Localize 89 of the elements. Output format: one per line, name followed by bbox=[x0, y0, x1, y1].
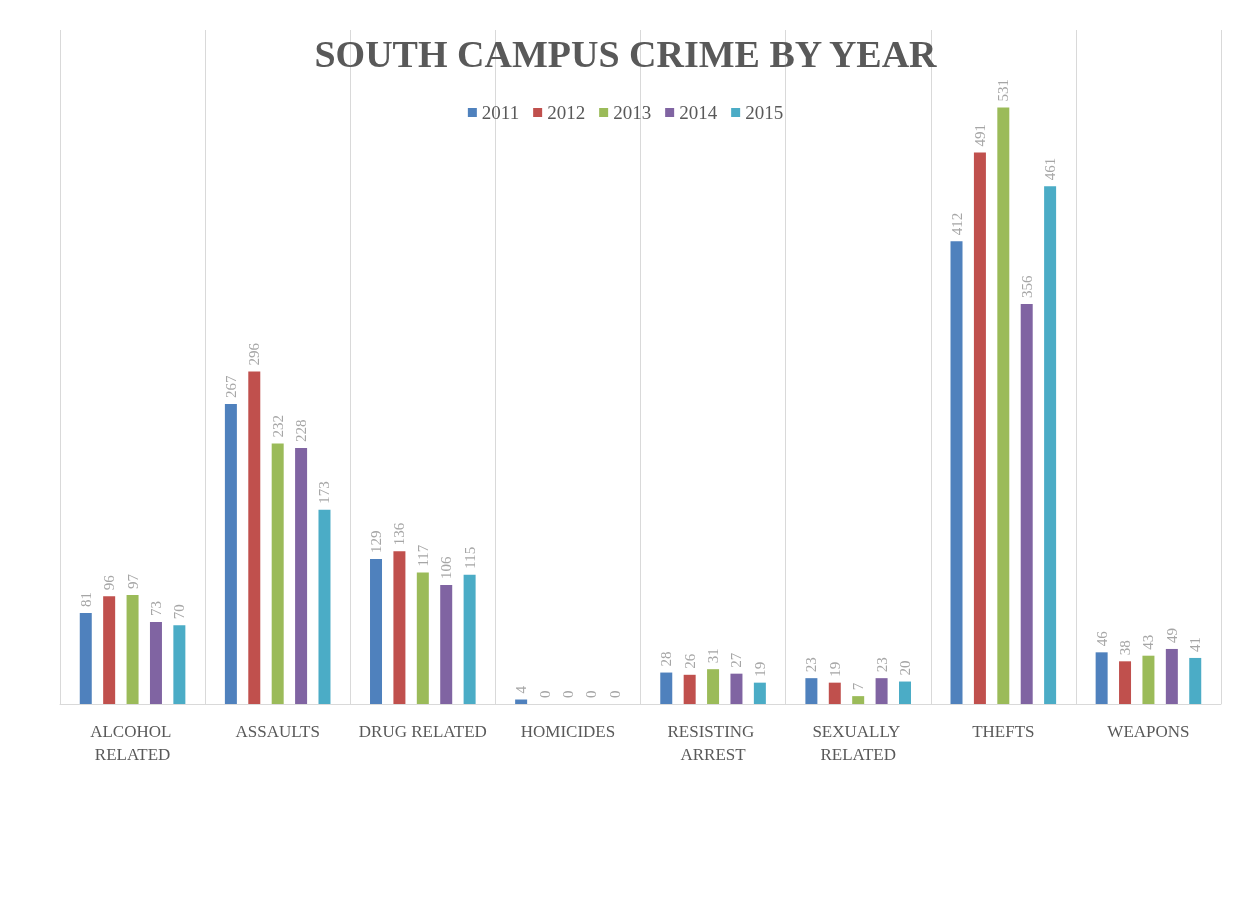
data-label: 173 bbox=[316, 481, 333, 504]
data-label: 23 bbox=[803, 657, 820, 673]
bar bbox=[103, 596, 116, 704]
data-label: 106 bbox=[438, 555, 455, 579]
bar bbox=[753, 682, 766, 704]
data-label: 43 bbox=[1140, 634, 1157, 650]
bar bbox=[1095, 652, 1108, 704]
legend-label: 2011 bbox=[481, 102, 520, 123]
bar bbox=[707, 669, 720, 704]
x-tick-label: RESISTING ARREST bbox=[667, 722, 759, 764]
bar bbox=[126, 595, 139, 704]
data-label: 19 bbox=[751, 661, 768, 677]
data-label: 27 bbox=[728, 652, 745, 668]
data-label: 117 bbox=[414, 544, 431, 567]
bar bbox=[1119, 661, 1132, 704]
bar bbox=[1142, 655, 1155, 704]
bar bbox=[805, 678, 818, 704]
bar bbox=[1189, 657, 1202, 704]
bar bbox=[828, 682, 841, 704]
data-label: 296 bbox=[246, 342, 263, 366]
data-label: 19 bbox=[826, 661, 843, 677]
data-label: 232 bbox=[269, 414, 286, 438]
data-label: 531 bbox=[995, 79, 1012, 102]
bar bbox=[973, 152, 986, 704]
bar bbox=[730, 673, 743, 704]
data-label: 115 bbox=[461, 546, 478, 569]
data-label: 0 bbox=[536, 690, 553, 698]
data-label: 26 bbox=[681, 653, 698, 669]
data-label: 81 bbox=[77, 592, 94, 608]
data-label: 96 bbox=[101, 574, 118, 591]
data-label: 0 bbox=[606, 690, 623, 698]
data-label: 136 bbox=[391, 522, 408, 546]
data-label: 4 bbox=[513, 685, 530, 694]
bar bbox=[852, 696, 865, 704]
bar bbox=[149, 622, 162, 704]
bar bbox=[898, 681, 911, 704]
data-label: 129 bbox=[368, 530, 385, 554]
data-label: 356 bbox=[1018, 275, 1035, 299]
data-label: 461 bbox=[1042, 157, 1059, 181]
data-label: 228 bbox=[293, 419, 310, 442]
x-tick-label: THEFTS bbox=[972, 722, 1035, 741]
bar bbox=[950, 241, 963, 704]
data-label: 0 bbox=[559, 690, 576, 698]
bar bbox=[224, 404, 237, 704]
data-label: 70 bbox=[171, 604, 188, 620]
x-tick-label: ASSAULTS bbox=[235, 722, 320, 741]
x-tick-label: DRUG RELATED bbox=[358, 722, 487, 741]
data-label: 41 bbox=[1187, 636, 1204, 652]
data-label: 46 bbox=[1093, 630, 1110, 647]
bar bbox=[370, 559, 383, 704]
bar bbox=[1044, 186, 1057, 704]
legend-label: 2014 bbox=[679, 102, 718, 123]
bar bbox=[318, 509, 331, 704]
data-label: 73 bbox=[147, 601, 164, 616]
bar bbox=[997, 107, 1010, 704]
data-label: 31 bbox=[705, 648, 722, 664]
data-label: 7 bbox=[850, 682, 867, 691]
data-label: 23 bbox=[873, 657, 890, 673]
bar bbox=[1165, 648, 1178, 704]
data-label: 49 bbox=[1163, 627, 1180, 643]
legend-label: 2015 bbox=[745, 102, 784, 123]
chart-title: SOUTH CAMPUS CRIME BY YEAR bbox=[314, 33, 938, 75]
legend-label: 2012 bbox=[547, 102, 586, 123]
bar bbox=[248, 371, 261, 704]
bar bbox=[660, 672, 673, 704]
bar bbox=[271, 443, 284, 704]
data-label: 97 bbox=[124, 573, 141, 590]
bar bbox=[440, 584, 453, 704]
data-label: 267 bbox=[222, 375, 239, 399]
bar bbox=[683, 674, 696, 704]
legend-label: 2013 bbox=[613, 102, 652, 123]
data-label: 412 bbox=[948, 212, 965, 236]
bar bbox=[416, 572, 429, 704]
bar bbox=[173, 625, 186, 704]
bar bbox=[393, 551, 406, 704]
bar bbox=[79, 613, 92, 704]
data-label: 38 bbox=[1117, 640, 1134, 656]
x-tick-label: ALCOHOL RELATED bbox=[90, 722, 175, 764]
data-label: 0 bbox=[583, 690, 600, 698]
data-label: 20 bbox=[896, 660, 913, 676]
x-tick-label: SEXUALLY RELATED bbox=[812, 722, 905, 764]
data-label: 28 bbox=[658, 651, 675, 667]
bar bbox=[1020, 304, 1033, 704]
bar bbox=[875, 678, 888, 704]
x-tick-label: HOMICIDES bbox=[520, 722, 616, 741]
data-label: 491 bbox=[971, 123, 988, 147]
bar bbox=[463, 574, 476, 704]
x-tick-label: WEAPONS bbox=[1107, 722, 1190, 741]
bar bbox=[295, 447, 308, 704]
